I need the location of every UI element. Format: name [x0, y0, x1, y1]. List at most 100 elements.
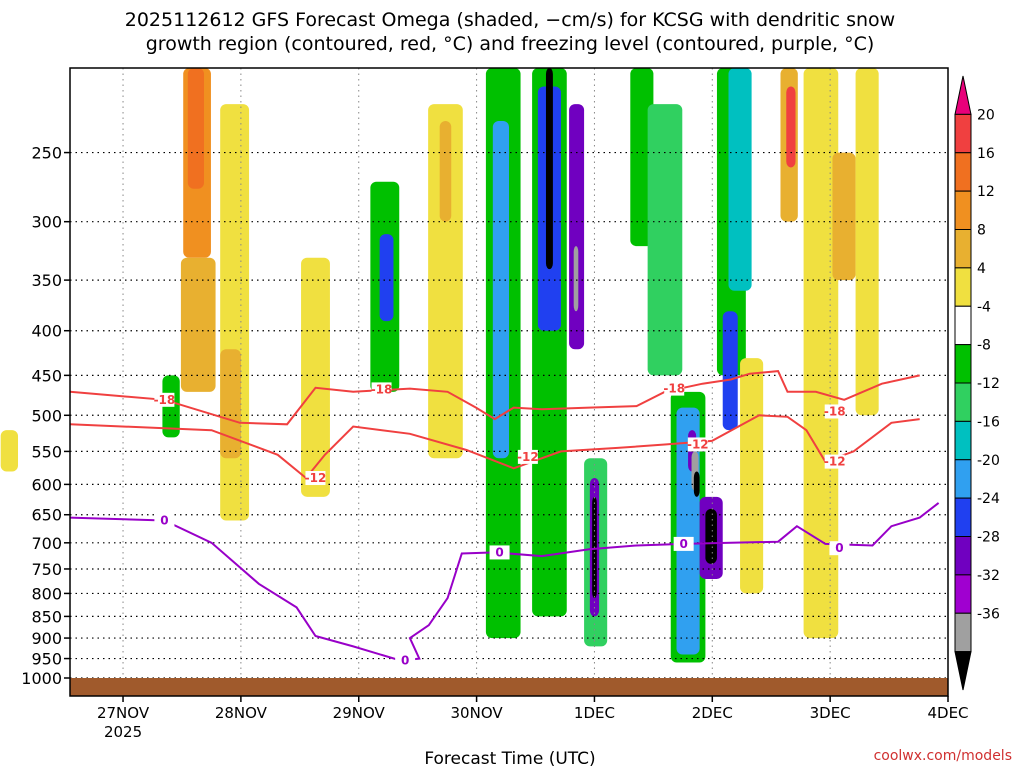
colorbar-label-6: -8 — [977, 338, 991, 354]
contour-label-bg-0-1 — [371, 382, 392, 397]
contour-label-1-2: -12 — [687, 437, 709, 451]
omega-cell-23 — [647, 104, 683, 376]
contour-label-bg-1-3 — [824, 454, 845, 469]
contour-label-bg-2-0 — [154, 513, 175, 528]
ground-terrain — [70, 678, 948, 696]
contour-label-1-0: -12 — [305, 471, 327, 485]
contour-label-bg-1-1 — [517, 449, 538, 464]
omega-cell-39 — [740, 358, 764, 594]
contour-label-bg-1-0 — [305, 471, 326, 486]
omega-cell-6 — [0, 430, 19, 472]
x-tick-label-1DEC: 1DEC — [574, 704, 615, 722]
y-tick-label-800: 800 — [31, 584, 62, 603]
omega-cell-35 — [786, 86, 796, 168]
contour-line-2 — [69, 502, 940, 662]
colorbar-swatch-10 — [954, 459, 972, 499]
contour-label-0-3: -18 — [824, 404, 846, 418]
omega-cell-1 — [187, 68, 205, 189]
x-axis-label: Forecast Time (UTC) — [424, 749, 595, 768]
omega-cell-32 — [722, 311, 738, 431]
colorbar-label-7: -12 — [977, 376, 1000, 392]
omega-cell-18 — [573, 246, 579, 312]
contour-label-bg-1-2 — [687, 437, 708, 452]
y-tick-label-400: 400 — [31, 322, 62, 341]
colorbar-swatch-14 — [954, 612, 972, 653]
contour-label-0-2: -18 — [663, 382, 685, 396]
colorbar-label-4: 4 — [977, 261, 986, 277]
x-tick-label-2DEC: 2DEC — [692, 704, 733, 722]
colorbar-swatch-9 — [954, 420, 972, 461]
colorbar-label-2: 12 — [977, 184, 995, 200]
y-tick-label-300: 300 — [31, 213, 62, 232]
colorbar-swatch-11 — [954, 497, 972, 537]
x-tick-label-27NOV: 27NOV — [97, 704, 150, 722]
y-tick-label-850: 850 — [31, 607, 62, 626]
y-tick-label-1000: 1000 — [21, 669, 62, 688]
colorbar-label-9: -20 — [977, 453, 1000, 469]
colorbar-swatch-2 — [954, 152, 972, 192]
colorbar-swatch-bottom-arrow — [954, 651, 972, 691]
contour-label-1-1: -12 — [517, 450, 539, 464]
colorbar-label-3: 8 — [977, 223, 986, 239]
colorbar-swatch-3 — [954, 190, 972, 230]
colorbar-label-8: -16 — [977, 414, 1000, 430]
omega-cell-33 — [728, 68, 752, 291]
omega-cell-36 — [803, 68, 839, 639]
colorbar-label-11: -28 — [977, 530, 1000, 546]
y-axis-ticks: 250 300 350 400 450 500 550 600 650 700 750 800 850 9… — [21, 144, 70, 688]
plot-border — [69, 67, 949, 697]
omega-cell-16 — [545, 68, 553, 270]
colorbar-swatch-5 — [954, 267, 972, 307]
omega-cell-11 — [439, 120, 452, 222]
colorbar-swatch-4 — [954, 229, 972, 269]
y-tick-label-600: 600 — [31, 475, 62, 494]
omega-cell-10 — [428, 104, 463, 459]
plot-area: -18 -18 -18 -18 -12 -12 -12 -12 0 0 0 0 0 — [0, 67, 949, 697]
colorbar-label-1: 16 — [977, 146, 995, 162]
colorbar-label-5: -4 — [977, 299, 991, 315]
contour-label-0-0: -18 — [154, 393, 176, 407]
colorbar-label-13: -36 — [977, 606, 1000, 622]
contour-label-2-2: 0 — [495, 545, 503, 559]
y-tick-label-750: 750 — [31, 560, 62, 579]
colorbar-swatch-6 — [954, 305, 972, 346]
contour-label-2-4: 0 — [835, 541, 843, 555]
colorbar-swatch-1 — [954, 113, 972, 154]
chart-title-line2: growth region (contoured, red, °C) and f… — [146, 33, 875, 55]
contour-layer: -18 -18 -18 -18 -12 -12 -12 -12 0 0 0 0 0 — [69, 370, 940, 668]
omega-cell-4 — [220, 349, 241, 459]
y-tick-label-550: 550 — [31, 442, 62, 461]
x-tick-label-29NOV: 29NOV — [333, 704, 386, 722]
contour-label-0-1: -18 — [371, 382, 393, 396]
contour-label-bg-2-2 — [489, 545, 510, 560]
colorbar-label-12: -32 — [977, 568, 1000, 584]
contour-label-bg-2-1 — [395, 653, 416, 668]
credit-text: coolwx.com/models — [874, 748, 1012, 764]
contour-label-1-3: -12 — [824, 455, 846, 469]
colorbar-label-10: -24 — [977, 491, 1000, 507]
omega-cell-37 — [832, 152, 856, 281]
omega-cell-7 — [301, 257, 330, 497]
colorbar-swatch-top-arrow — [954, 75, 972, 115]
x-tick-label-30NOV: 30NOV — [451, 704, 504, 722]
contour-line-0 — [69, 370, 920, 426]
y-tick-label-500: 500 — [31, 406, 62, 425]
grid-layer — [70, 68, 948, 679]
contour-label-2-1: 0 — [401, 654, 409, 668]
colorbar-swatch-8 — [954, 382, 972, 422]
omega-cell-2 — [180, 257, 216, 392]
omega-shading-layer — [0, 68, 879, 663]
x-tick-label-28NOV: 28NOV — [215, 704, 268, 722]
contour-label-bg-0-3 — [824, 404, 845, 419]
y-tick-label-950: 950 — [31, 650, 62, 669]
y-tick-label-900: 900 — [31, 629, 62, 648]
omega-cell-17 — [569, 104, 585, 350]
omega-cell-9 — [379, 234, 394, 322]
x-tick-label-3DEC: 3DEC — [810, 704, 851, 722]
y-tick-label-250: 250 — [31, 144, 62, 163]
y-tick-label-450: 450 — [31, 366, 62, 385]
omega-cell-30 — [705, 508, 717, 564]
x-tick-label-4DEC: 4DEC — [927, 704, 968, 722]
